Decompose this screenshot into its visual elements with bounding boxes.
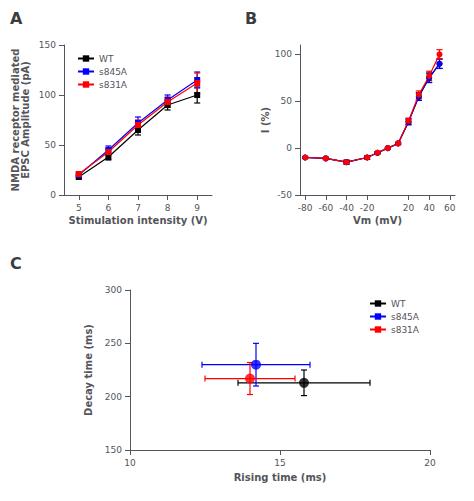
svg-text:EPSC Amplitude (pA): EPSC Amplitude (pA) bbox=[20, 61, 31, 179]
svg-text:5: 5 bbox=[76, 203, 82, 213]
svg-text:9: 9 bbox=[194, 203, 200, 213]
svg-text:0: 0 bbox=[286, 143, 292, 153]
svg-text:Rising time (ms): Rising time (ms) bbox=[234, 472, 327, 483]
svg-text:Stimulation intensity (V): Stimulation intensity (V) bbox=[68, 215, 207, 226]
svg-text:15: 15 bbox=[274, 458, 285, 468]
svg-text:I (%): I (%) bbox=[260, 107, 271, 133]
svg-text:WT: WT bbox=[99, 54, 114, 64]
svg-text:A: A bbox=[10, 9, 23, 28]
svg-text:-40: -40 bbox=[339, 203, 354, 213]
svg-text:6: 6 bbox=[106, 203, 112, 213]
svg-text:60: 60 bbox=[444, 203, 456, 213]
svg-text:s845A: s845A bbox=[391, 312, 420, 322]
svg-text:20: 20 bbox=[424, 458, 436, 468]
svg-text:50: 50 bbox=[45, 140, 57, 150]
svg-text:-80: -80 bbox=[298, 203, 313, 213]
svg-text:7: 7 bbox=[135, 203, 141, 213]
svg-text:250: 250 bbox=[105, 338, 122, 348]
svg-text:150: 150 bbox=[105, 445, 122, 455]
svg-text:s845A: s845A bbox=[99, 67, 128, 77]
svg-text:WT: WT bbox=[391, 299, 406, 309]
svg-text:100: 100 bbox=[275, 49, 292, 59]
svg-text:Decay time (ms): Decay time (ms) bbox=[83, 324, 94, 416]
svg-text:s831A: s831A bbox=[99, 80, 128, 90]
svg-text:NMDA receptor mediated: NMDA receptor mediated bbox=[9, 48, 21, 192]
svg-text:Vm (mV): Vm (mV) bbox=[353, 215, 402, 226]
svg-text:8: 8 bbox=[165, 203, 171, 213]
svg-text:C: C bbox=[10, 254, 22, 273]
svg-text:-60: -60 bbox=[318, 203, 333, 213]
svg-text:s831A: s831A bbox=[391, 325, 420, 335]
svg-text:300: 300 bbox=[105, 285, 122, 295]
svg-text:0: 0 bbox=[50, 190, 56, 200]
svg-text:10: 10 bbox=[124, 458, 136, 468]
svg-text:-20: -20 bbox=[360, 203, 375, 213]
svg-text:-50: -50 bbox=[277, 190, 292, 200]
svg-text:200: 200 bbox=[105, 392, 122, 402]
svg-text:B: B bbox=[245, 9, 257, 28]
svg-text:100: 100 bbox=[39, 90, 56, 100]
svg-text:20: 20 bbox=[403, 203, 415, 213]
svg-text:50: 50 bbox=[281, 96, 293, 106]
svg-text:40: 40 bbox=[423, 203, 435, 213]
svg-text:150: 150 bbox=[39, 40, 56, 50]
